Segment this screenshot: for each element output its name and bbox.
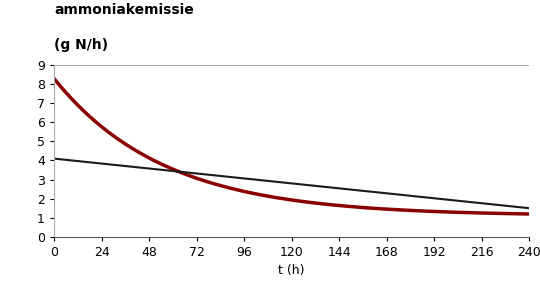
X-axis label: t (h): t (h) (278, 264, 305, 277)
Text: (g N/h): (g N/h) (54, 38, 108, 52)
Text: ammoniakemissie: ammoniakemissie (54, 3, 194, 17)
